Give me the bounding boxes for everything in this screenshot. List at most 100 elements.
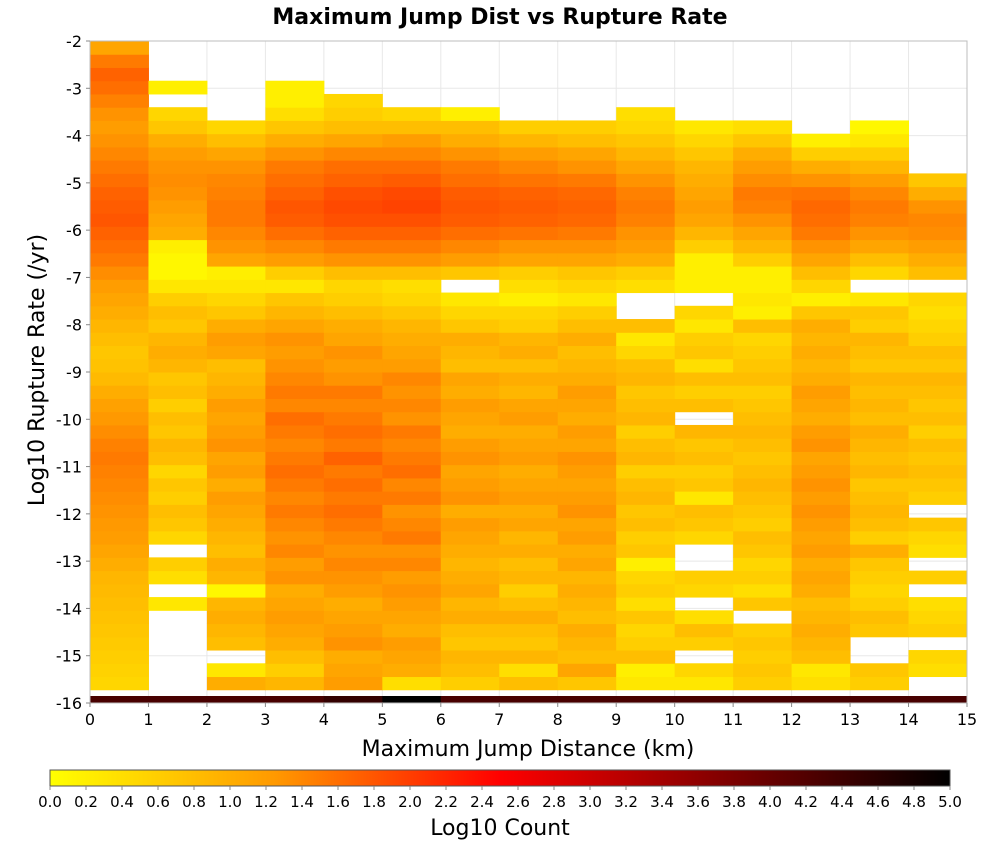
heatmap-cell (440, 636, 500, 651)
heatmap-cell (791, 610, 851, 625)
heatmap-cell (206, 530, 266, 545)
heatmap-cell (733, 636, 793, 651)
heatmap-cell (674, 570, 734, 585)
heatmap-cell (850, 292, 910, 307)
heatmap-cell (791, 146, 851, 161)
heatmap-cell (616, 160, 676, 174)
heatmap-cell (733, 544, 793, 558)
heatmap-cell (499, 266, 559, 280)
heatmap-cell (499, 464, 559, 479)
heatmap-cell (850, 398, 910, 413)
heatmap-cell (265, 636, 325, 651)
heatmap-cell (382, 676, 442, 691)
y-tick-label: -3 (66, 79, 82, 98)
heatmap-cell (674, 610, 734, 625)
heatmap-cell (265, 544, 325, 558)
heatmap-cell (791, 544, 851, 558)
heatmap-cell (499, 610, 559, 625)
heatmap-cell (90, 544, 149, 558)
heatmap-cell (908, 464, 968, 479)
heatmap-cell (265, 80, 325, 95)
heatmap-cell (90, 120, 149, 135)
heatmap-cell (323, 663, 383, 678)
heatmap-cell (90, 41, 149, 55)
heatmap-cell (90, 411, 149, 426)
heatmap-cell (265, 663, 325, 678)
heatmap-cell (323, 120, 383, 135)
colorbar-tick-label: 1.0 (218, 793, 242, 811)
heatmap-cell (850, 146, 910, 161)
heatmap-cell (616, 345, 676, 360)
colorbar-tick-label: 5.0 (938, 793, 962, 811)
heatmap-cell (733, 213, 793, 227)
heatmap-cell (557, 491, 617, 505)
heatmap-cell (440, 305, 500, 320)
heatmap-cell (616, 597, 676, 611)
heatmap-cell (382, 570, 442, 585)
heatmap-cell (382, 186, 442, 201)
heatmap-cell (265, 438, 325, 452)
heatmap-cell (148, 332, 208, 347)
heatmap-cell (90, 93, 149, 108)
heatmap-cell (908, 186, 968, 201)
heatmap-cell (791, 345, 851, 360)
heatmap-cell (850, 438, 910, 452)
heatmap-cell (674, 623, 734, 638)
heatmap-cell (733, 650, 793, 664)
heatmap-cell (674, 120, 734, 135)
heatmap-cell (616, 266, 676, 280)
x-tick-label: 3 (260, 710, 270, 729)
heatmap-cell (323, 319, 383, 333)
heatmap-cell (206, 305, 266, 320)
heatmap-cell (733, 517, 793, 532)
y-tick-label: -10 (56, 410, 82, 429)
heatmap-cell (440, 133, 500, 148)
heatmap-cell (382, 332, 442, 347)
heatmap-cell (90, 279, 149, 294)
heatmap-cell (908, 451, 968, 466)
heatmap-cell (323, 504, 383, 519)
heatmap-cell (206, 451, 266, 466)
heatmap-cell (323, 597, 383, 611)
heatmap-cell (90, 570, 149, 585)
heatmap-cell (148, 385, 208, 399)
colorbar-tick-label: 2.8 (542, 793, 566, 811)
heatmap-cell (616, 411, 676, 426)
heatmap-cell (323, 477, 383, 492)
heatmap-cell (323, 583, 383, 598)
heatmap-cell (499, 517, 559, 532)
heatmap-cell (557, 186, 617, 201)
heatmap-cell (90, 438, 149, 452)
heatmap-cell (440, 544, 500, 558)
heatmap-cell (148, 517, 208, 532)
heatmap-cell (674, 464, 734, 479)
heatmap-cell (557, 696, 617, 703)
heatmap-cell (90, 610, 149, 625)
heatmap-cell (674, 266, 734, 280)
heatmap-cell (850, 451, 910, 466)
colorbar-tick-label: 2.2 (434, 793, 458, 811)
heatmap-cell (733, 451, 793, 466)
heatmap-cell (90, 372, 149, 386)
heatmap-cell (90, 107, 149, 121)
colorbar-tick-label: 1.8 (362, 793, 386, 811)
heatmap-cell (791, 451, 851, 466)
heatmap-cell (850, 583, 910, 598)
heatmap-cell (90, 252, 149, 267)
heatmap-cell (733, 332, 793, 347)
heatmap-cell (323, 186, 383, 201)
heatmap-cell (557, 226, 617, 241)
heatmap-cell (382, 319, 442, 333)
heatmap-cell (674, 186, 734, 201)
heatmap-cell (791, 358, 851, 373)
heatmap-cell (616, 173, 676, 188)
heatmap-cell (850, 160, 910, 174)
heatmap-cell (616, 696, 676, 703)
heatmap-cell (499, 663, 559, 678)
heatmap-cell (791, 583, 851, 598)
heatmap-cell (616, 120, 676, 135)
heatmap-cell (850, 199, 910, 214)
heatmap-cell (382, 160, 442, 174)
heatmap-cell (733, 279, 793, 294)
